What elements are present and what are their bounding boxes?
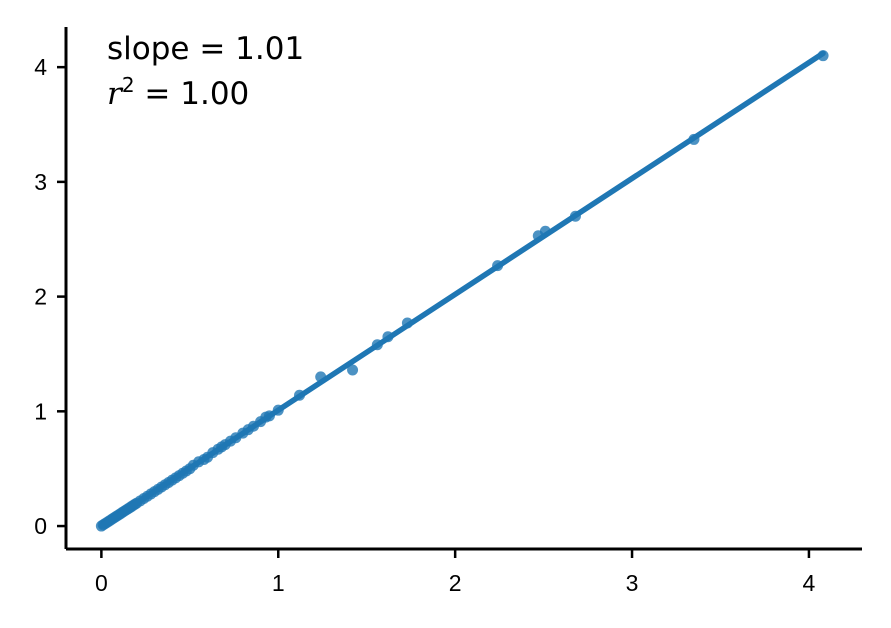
slope-annotation: slope = 1.01: [107, 31, 304, 67]
r2-label: r: [107, 76, 124, 112]
y-tick-label: 3: [34, 169, 47, 195]
slope-label: slope: [107, 31, 189, 67]
y-tick-label: 1: [34, 398, 47, 424]
regression-line-group: [98, 50, 826, 529]
x-tick-label: 0: [95, 570, 108, 596]
x-tick-label: 2: [449, 570, 462, 596]
r2-exponent: 2: [122, 73, 135, 97]
x-tick-label: 1: [272, 570, 285, 596]
y-axis-ticks: 0 1 2 3 4: [34, 54, 66, 539]
regression-line: [98, 50, 826, 529]
r2-value: 1.00: [180, 76, 249, 112]
slope-equals: =: [189, 31, 235, 67]
x-axis-ticks: 0 1 2 3 4: [95, 549, 816, 596]
data-point: [347, 364, 359, 376]
r2-equals: =: [135, 76, 181, 112]
y-tick-label: 2: [34, 284, 47, 310]
x-tick-label: 4: [803, 570, 816, 596]
r2-annotation: r2 = 1.00: [107, 73, 249, 112]
slope-value: 1.01: [235, 31, 304, 67]
y-tick-label: 4: [34, 54, 47, 80]
x-tick-label: 3: [626, 570, 639, 596]
y-tick-label: 0: [34, 513, 47, 539]
